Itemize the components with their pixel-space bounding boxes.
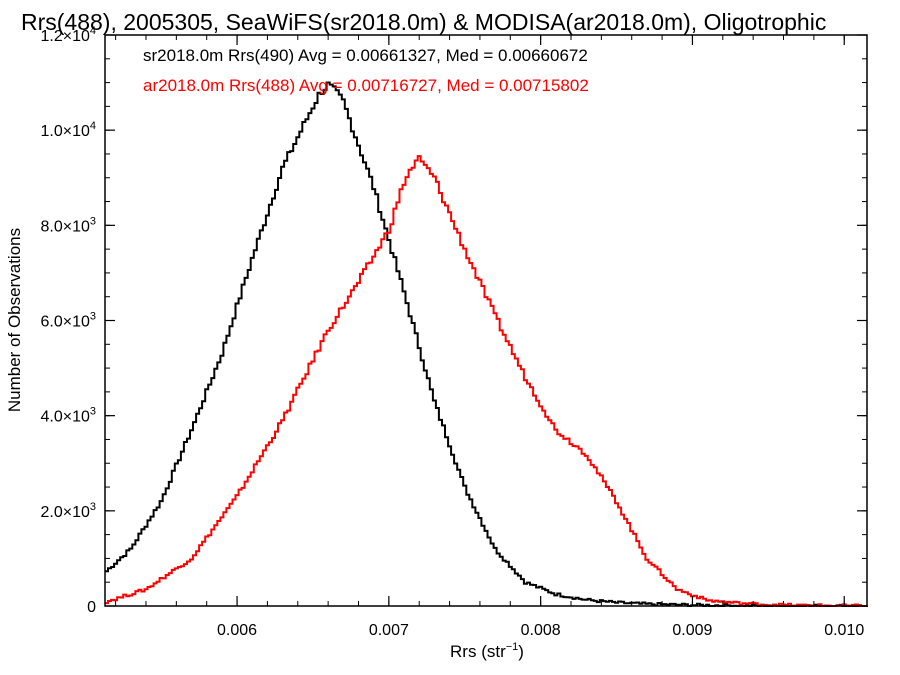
series-line-1 [105, 155, 867, 607]
axes-layer: 0.006 0.007 0.008 0.009 0.010 0 2.0×103 4.0×103… [40, 25, 867, 639]
legend-entry-1: ar2018.0m Rrs(488) Avg = 0.00716727, Med… [143, 76, 589, 95]
y-tick-label: 8.0×103 [40, 215, 96, 235]
y-tick-label: 1.0×104 [40, 120, 96, 140]
x-tick-label: 0.010 [824, 622, 864, 639]
y-tick-label: 2.0×103 [40, 501, 96, 521]
y-tick-label: 1.2×104 [40, 25, 96, 45]
y-tick-label: 0 [87, 599, 96, 616]
x-axis-label: Rrs (str−1) [450, 641, 524, 661]
legend-entry-0: sr2018.0m Rrs(490) Avg = 0.00661327, Med… [143, 46, 588, 65]
legend: sr2018.0m Rrs(490) Avg = 0.00661327, Med… [143, 46, 589, 95]
y-tick-label: 4.0×103 [40, 406, 96, 426]
x-tick-label: 0.009 [672, 622, 712, 639]
x-tick-label: 0.008 [521, 622, 561, 639]
y-axis-label: Number of Observations [5, 228, 24, 412]
x-tick-label: 0.007 [369, 622, 409, 639]
y-tick-label: 6.0×103 [40, 311, 96, 331]
series-layer [105, 81, 868, 607]
chart-title: Rrs(488), 2005305, SeaWiFS(sr2018.0m) & … [21, 9, 826, 35]
x-tick-label: 0.006 [217, 622, 257, 639]
series-line-0 [105, 81, 868, 607]
